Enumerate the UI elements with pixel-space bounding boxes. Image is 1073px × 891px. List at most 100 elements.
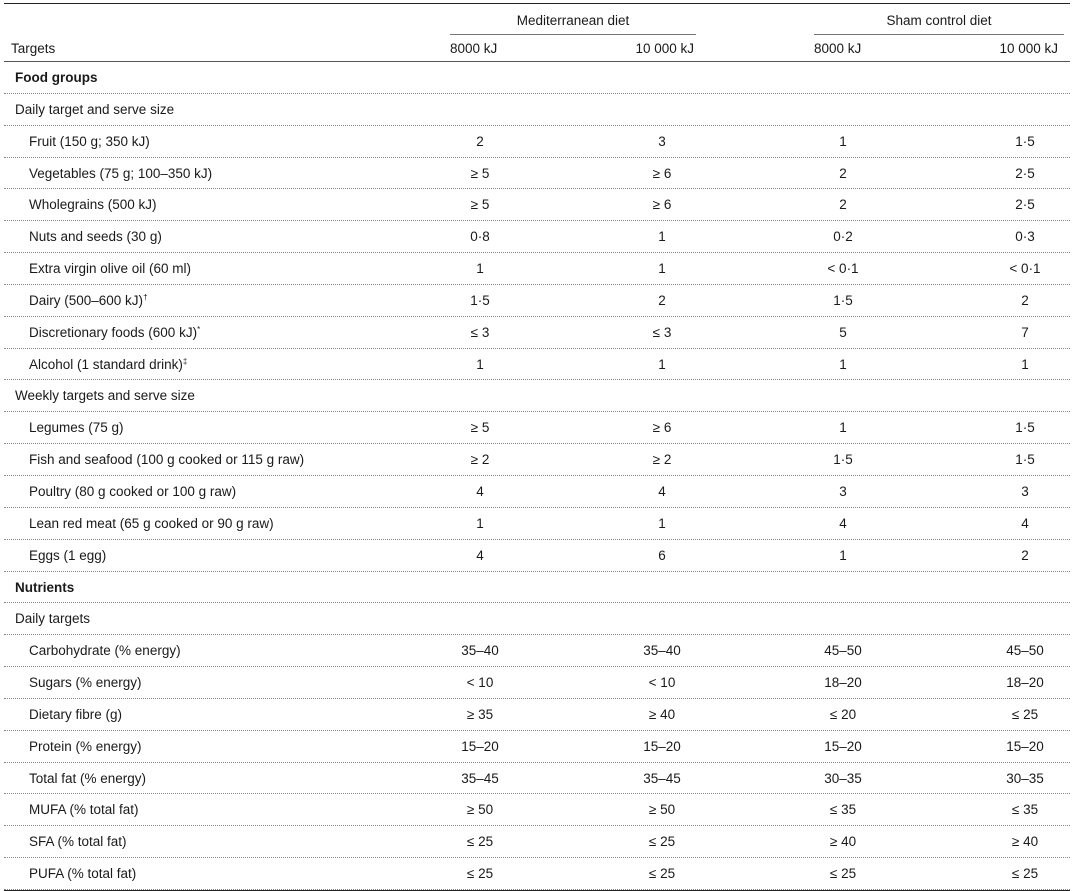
table-cell: 1 (476, 356, 484, 372)
table-cell: ≤ 25 (466, 834, 494, 850)
row-label: Alcohol (1 standard drink)‡ (29, 357, 187, 372)
table-cell: < 0·1 (1009, 261, 1041, 277)
subsection-heading-row: Daily targets (4, 603, 1070, 636)
table-cell: 30–35 (824, 770, 862, 786)
table-cell: 15–20 (1006, 738, 1044, 754)
table-cell: 2 (476, 133, 484, 149)
table-cell: 1·5 (1015, 133, 1035, 149)
table-body: Food groups Daily target and serve size Fr… (4, 62, 1070, 890)
table-cell: 0·2 (833, 229, 853, 245)
row-label-text: Extra virgin olive oil (60 ml) (29, 261, 192, 277)
table-cell: 2 (658, 292, 666, 308)
table-cell: ≥ 5 (470, 420, 490, 436)
row-label-text: Lean red meat (65 g cooked or 90 g raw) (29, 515, 274, 531)
table-cell: 4 (476, 547, 484, 563)
table-cell: 5 (839, 324, 847, 340)
row-label-text: Nutrients (15, 579, 75, 595)
row-label-text: Dairy (500–600 kJ) (29, 292, 144, 308)
table-cell: ≤ 25 (466, 866, 494, 882)
table-cell: 4 (658, 483, 666, 499)
row-label-text: Discretionary foods (600 kJ) (29, 324, 198, 340)
section-heading: Nutrients (15, 580, 74, 595)
table-cell: 1 (658, 261, 666, 277)
row-label: Nuts and seeds (30 g) (29, 229, 162, 244)
table-row: Sugars (% energy) < 10 < 10 18–20 18–20 (4, 667, 1070, 699)
table-cell: 1 (658, 229, 666, 245)
row-label: Extra virgin olive oil (60 ml) (29, 261, 191, 276)
column-header-med-10000: 10 000 kJ (635, 41, 694, 56)
table-cell: < 0·1 (827, 261, 859, 277)
table-cell: 45–50 (824, 643, 862, 659)
table-cell: 7 (1021, 324, 1029, 340)
table-row: Discretionary foods (600 kJ)* ≤ 3 ≤ 3 5 7 (4, 317, 1070, 349)
table-cell: 4 (1021, 515, 1029, 531)
table-cell: ≥ 35 (466, 706, 494, 722)
targets-column-header: Targets (11, 41, 56, 56)
row-label: SFA (% total fat) (29, 834, 127, 849)
section-heading-row: Nutrients (4, 572, 1070, 604)
table-cell: 1·5 (833, 292, 853, 308)
table-row: PUFA (% total fat) ≤ 25 ≤ 25 ≤ 25 ≤ 25 (4, 858, 1070, 890)
row-label-text: Alcohol (1 standard drink) (29, 356, 183, 372)
row-label: Protein (% energy) (29, 739, 142, 754)
table-row: Fruit (150 g; 350 kJ) 2 3 1 1·5 (4, 126, 1070, 158)
subsection-heading-row: Daily target and serve size (4, 94, 1070, 126)
row-label-text: Dietary fibre (g) (29, 706, 123, 722)
table-row: Legumes (75 g) ≥ 5 ≥ 6 1 1·5 (4, 412, 1070, 445)
row-label: Fruit (150 g; 350 kJ) (29, 134, 150, 149)
section-heading-row: Food groups (4, 62, 1070, 94)
table-cell: 2 (839, 165, 847, 181)
row-label-text: Nuts and seeds (30 g) (29, 229, 162, 245)
row-label: MUFA (% total fat) (29, 802, 139, 817)
section-heading: Food groups (15, 70, 97, 85)
subsection-heading: Weekly targets and serve size (15, 388, 195, 403)
row-label: Dietary fibre (g) (29, 707, 122, 722)
table-cell: < 10 (648, 675, 676, 691)
table-row: SFA (% total fat) ≤ 25 ≤ 25 ≥ 40 ≥ 40 (4, 826, 1070, 859)
column-header-med-8000: 8000 kJ (450, 41, 498, 56)
table-row: MUFA (% total fat) ≥ 50 ≥ 50 ≤ 35 ≤ 35 (4, 794, 1070, 827)
table-row: Dietary fibre (g) ≥ 35 ≥ 40 ≤ 20 ≤ 25 (4, 699, 1070, 731)
row-label-text: Food groups (15, 70, 98, 85)
table-row: Alcohol (1 standard drink)‡ 1 1 1 1 (4, 349, 1070, 381)
table-row: Vegetables (75 g; 100–350 kJ) ≥ 5 ≥ 6 2 2·5 (4, 158, 1070, 190)
table-cell: ≤ 35 (1011, 802, 1039, 818)
table-cell: ≤ 3 (652, 324, 672, 340)
subsection-heading: Daily targets (15, 611, 90, 626)
table-cell: 2 (839, 197, 847, 213)
table-cell: ≥ 6 (652, 420, 672, 436)
row-label-text: Sugars (% energy) (29, 675, 142, 691)
row-label: PUFA (% total fat) (29, 866, 136, 881)
table-cell: 15–20 (824, 738, 862, 754)
table-cell: ≤ 25 (1011, 706, 1039, 722)
table-row: Protein (% energy) 15–20 15–20 15–20 15–20 (4, 731, 1070, 763)
table-row: Carbohydrate (% energy) 35–40 35–40 45–50 45… (4, 635, 1070, 668)
row-label-text: Poultry (80 g cooked or 100 g raw) (29, 483, 237, 499)
table-cell: 35–45 (643, 770, 681, 786)
sham-control-diet-header: Sham control diet (886, 13, 992, 28)
footnote-marker: ‡ (182, 356, 188, 366)
table-cell: 1 (476, 515, 484, 531)
table-cell: 18–20 (1006, 675, 1044, 691)
table-cell: 35–40 (461, 643, 499, 659)
table-cell: 1 (839, 420, 847, 436)
row-label: Vegetables (75 g; 100–350 kJ) (29, 166, 212, 181)
table-cell: 1·5 (1015, 420, 1035, 436)
table-cell: ≥ 6 (652, 197, 672, 213)
table-cell: 4 (839, 515, 847, 531)
table-cell: ≥ 2 (470, 452, 490, 468)
table-cell: 35–45 (461, 770, 499, 786)
table-row: Lean red meat (65 g cooked or 90 g raw) 1… (4, 508, 1070, 540)
table-cell: ≥ 2 (652, 452, 672, 468)
table-row: Dairy (500–600 kJ)† 1·5 2 1·5 2 (4, 285, 1070, 317)
table-header: Targets Mediterranean diet Sham control … (4, 4, 1070, 62)
table-cell: 6 (658, 547, 666, 563)
table-cell: ≤ 3 (470, 324, 490, 340)
table-cell: ≥ 5 (470, 165, 490, 181)
table-row: Poultry (80 g cooked or 100 g raw) 4 4 3 3 (4, 476, 1070, 508)
table-cell: 3 (839, 483, 847, 499)
table-cell: ≥ 50 (466, 802, 494, 818)
row-label: Legumes (75 g) (29, 420, 124, 435)
row-label: Discretionary foods (600 kJ)* (29, 325, 200, 340)
table-cell: 3 (1021, 483, 1029, 499)
